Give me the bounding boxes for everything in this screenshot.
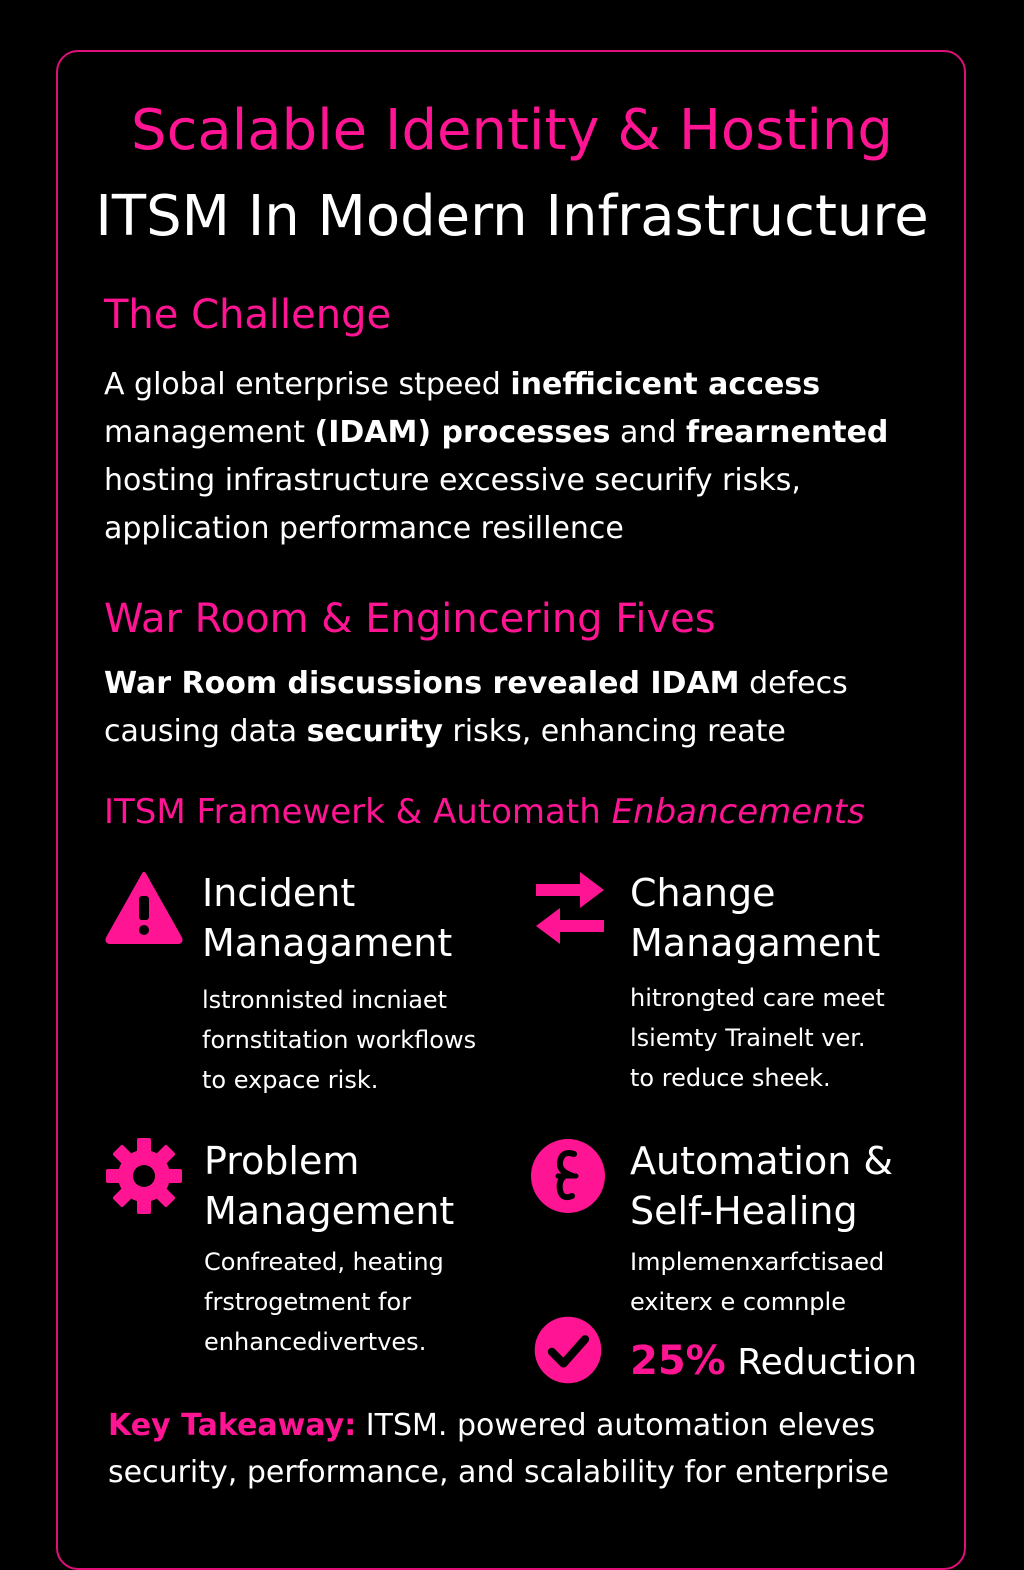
swap-arrows-icon xyxy=(536,872,604,944)
problem-title: Problem Management xyxy=(204,1139,455,1233)
framework-heading: ITSM Framewerk & Automath Enbancements xyxy=(104,792,865,832)
war-room-paragraph: War Room discussions revealed IDAM defec… xyxy=(104,666,848,749)
change-description: hitrongted care meet lsiemty Trainelt ver… xyxy=(630,984,885,1092)
reduction-stat: 25% Reduction xyxy=(630,1338,917,1384)
takeaway-label: Key Takeaway: xyxy=(108,1408,357,1443)
takeaway-text: ITSM. powered automation eleves security… xyxy=(108,1408,889,1490)
challenge-paragraph: A global enterprise stpeed inefficicent … xyxy=(104,367,889,546)
automation-description: Implemenxarfctisaed exiterx e comnple xyxy=(630,1248,885,1316)
gear-icon xyxy=(106,1138,182,1214)
change-title: Change Managament xyxy=(630,871,881,965)
war-room-heading: War Room & Engincering Fives xyxy=(104,596,716,642)
key-takeaway: Key Takeaway: ITSM. powered automation e… xyxy=(108,1402,938,1496)
problem-description: Confreated, heating frstrogetment for enha… xyxy=(204,1248,444,1356)
title-line-1: Scalable Identity & Hosting xyxy=(131,98,893,163)
title-line-2: ITSM In Modern Infrastructure xyxy=(95,184,929,249)
automation-title: Automation & Self-Healing xyxy=(630,1139,894,1233)
incident-description: lstronnisted incniaet fornstitation workf… xyxy=(202,986,477,1094)
checkmark-icon xyxy=(534,1316,602,1384)
script-symbol-icon xyxy=(531,1139,605,1213)
challenge-heading: The Challenge xyxy=(104,292,392,338)
stat-label: Reduction xyxy=(725,1342,918,1383)
warning-icon xyxy=(105,872,183,944)
incident-title: Incident Managament xyxy=(202,871,453,965)
stat-value: 25% xyxy=(630,1338,726,1384)
